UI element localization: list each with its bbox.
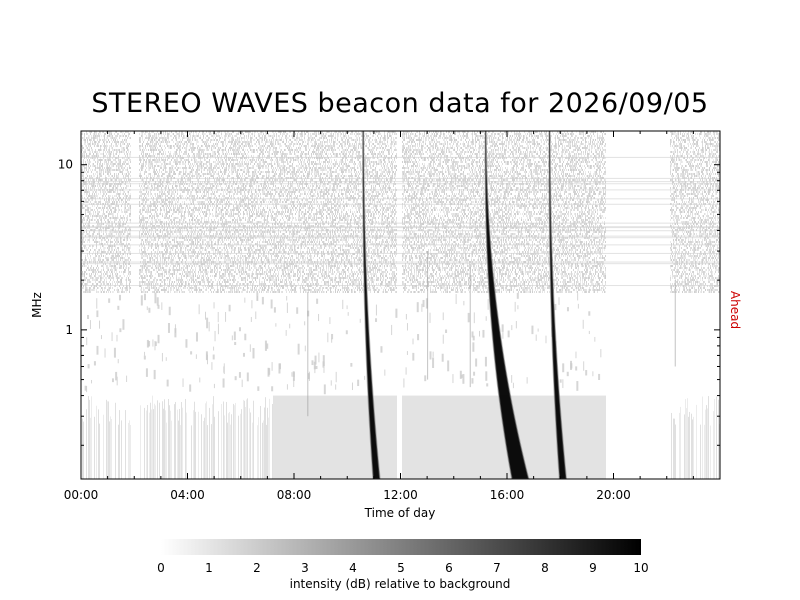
chart-title: STEREO WAVES beacon data for 2026/09/05 [0, 88, 800, 119]
background-noise [81, 131, 720, 479]
radio-bursts [362, 131, 568, 479]
colorbar-tick-label: 10 [633, 561, 648, 575]
colorbar-ticks: 0 1 2 3 4 5 6 7 8 9 10 [157, 561, 648, 575]
colorbar-tick-label: 5 [397, 561, 405, 575]
colorbar-tick-label: 7 [493, 561, 501, 575]
colorbar-tick-label: 3 [301, 561, 309, 575]
burst-3 [549, 131, 567, 479]
colorbar-tick-label: 6 [445, 561, 453, 575]
spectrogram-plot-area [81, 131, 720, 479]
plot-frame [80, 130, 721, 480]
colorbar-tick-label: 9 [589, 561, 597, 575]
x-axis-label: Time of day [364, 506, 436, 520]
y-axis-label: MHz [30, 292, 44, 318]
axes: 00:00 04:00 08:00 12:00 16:00 20:00 1 10 [58, 131, 721, 502]
colorbar-tick-label: 8 [541, 561, 549, 575]
colorbar-tick-label: 4 [349, 561, 357, 575]
x-tick-label: 04:00 [170, 488, 205, 502]
colorbar [161, 539, 641, 555]
spacecraft-label: Ahead [728, 291, 742, 329]
x-tick-label: 20:00 [596, 488, 631, 502]
y-tick-label: 10 [58, 158, 73, 172]
colorbar-tick-label: 0 [157, 561, 165, 575]
burst-1 [362, 131, 380, 479]
colorbar-label: intensity (dB) relative to background [290, 577, 511, 591]
x-tick-label: 08:00 [277, 488, 312, 502]
y-tick-label: 1 [65, 323, 73, 337]
colorbar-tick-label: 2 [253, 561, 261, 575]
x-tick-label: 16:00 [490, 488, 525, 502]
colorbar-tick-label: 1 [205, 561, 213, 575]
x-tick-label: 12:00 [383, 488, 418, 502]
burst-2 [485, 131, 529, 479]
x-tick-label: 00:00 [64, 488, 99, 502]
